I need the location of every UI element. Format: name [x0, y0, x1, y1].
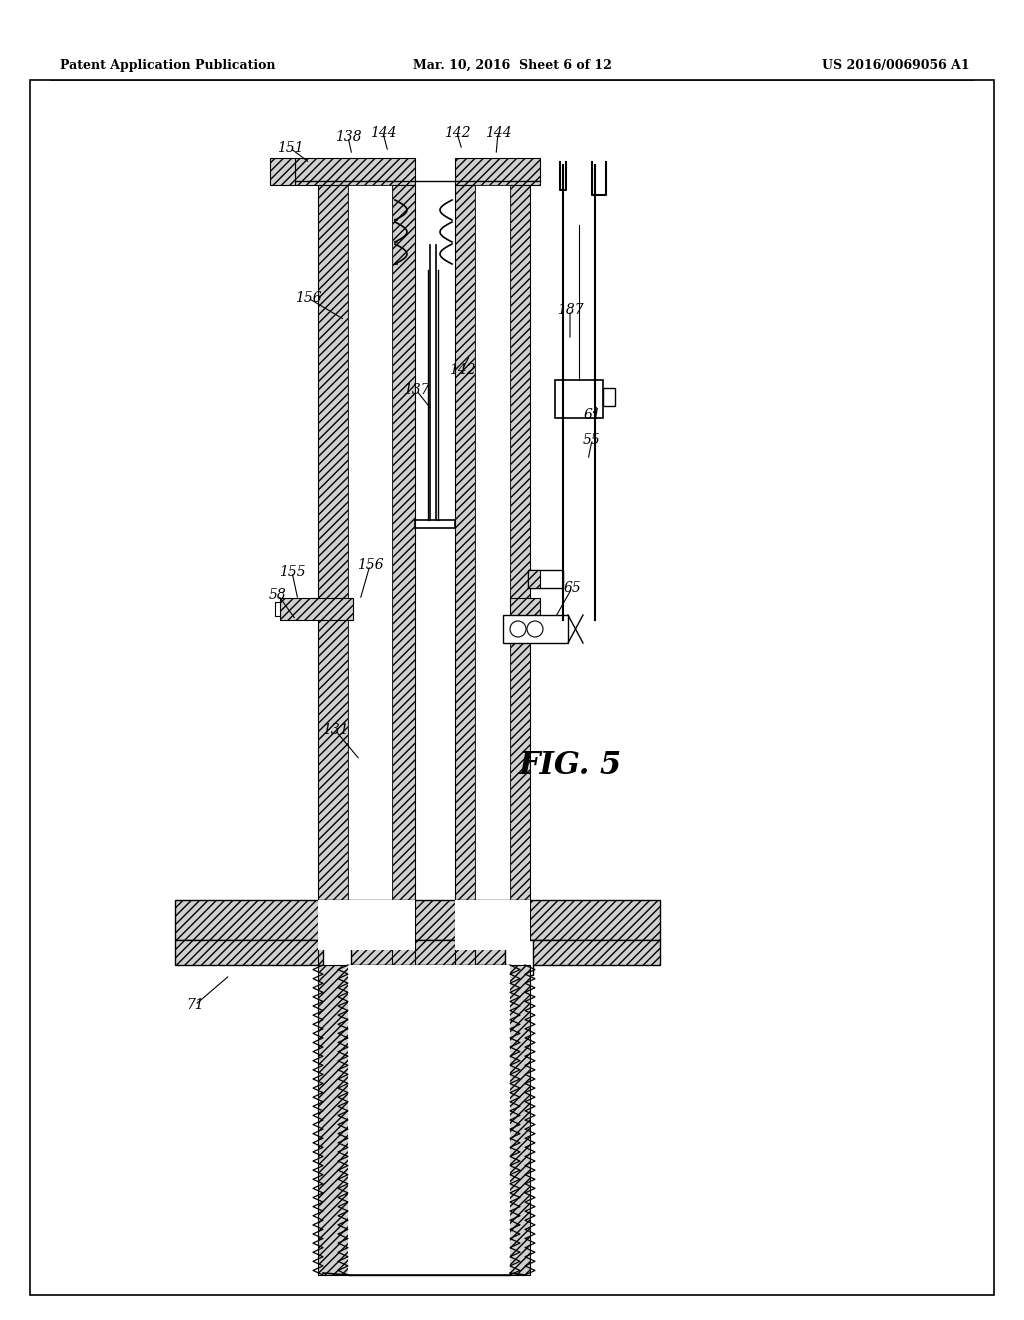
Text: 137: 137: [402, 383, 429, 397]
Bar: [528, 570, 540, 587]
Bar: [280, 598, 353, 620]
Bar: [275, 602, 280, 616]
Text: FIG. 5: FIG. 5: [518, 750, 622, 780]
Bar: [295, 158, 415, 185]
Text: Patent Application Publication: Patent Application Publication: [60, 58, 275, 71]
Text: 65: 65: [563, 581, 581, 595]
Text: 61: 61: [583, 408, 601, 422]
Bar: [175, 940, 660, 965]
Text: 144: 144: [370, 125, 396, 140]
Text: 131: 131: [322, 723, 348, 737]
Bar: [348, 965, 510, 1275]
Bar: [323, 940, 351, 975]
Bar: [455, 900, 475, 965]
Bar: [318, 900, 415, 950]
Text: 142: 142: [443, 125, 470, 140]
Bar: [455, 900, 530, 950]
Bar: [603, 388, 615, 407]
Bar: [555, 380, 603, 418]
Bar: [505, 965, 530, 1275]
Text: 55: 55: [583, 433, 601, 447]
Bar: [392, 185, 415, 900]
Bar: [348, 965, 510, 1275]
Bar: [455, 158, 540, 185]
Text: 144: 144: [484, 125, 511, 140]
Text: 58: 58: [269, 587, 287, 602]
Bar: [318, 965, 353, 1275]
Bar: [510, 598, 540, 620]
Bar: [510, 185, 530, 900]
Text: 151: 151: [276, 141, 303, 154]
Text: 155: 155: [279, 565, 305, 579]
Bar: [270, 158, 295, 185]
Bar: [175, 900, 660, 940]
Bar: [318, 900, 348, 965]
Bar: [455, 185, 475, 900]
Text: 156: 156: [356, 558, 383, 572]
Bar: [505, 940, 534, 975]
Bar: [510, 900, 530, 965]
Bar: [392, 900, 415, 965]
Text: 71: 71: [186, 998, 204, 1012]
Text: 142: 142: [449, 363, 475, 378]
Bar: [318, 185, 348, 900]
Text: US 2016/0069056 A1: US 2016/0069056 A1: [822, 58, 970, 71]
Text: Mar. 10, 2016  Sheet 6 of 12: Mar. 10, 2016 Sheet 6 of 12: [413, 58, 611, 71]
Bar: [348, 185, 392, 900]
Bar: [475, 185, 510, 900]
Bar: [503, 615, 568, 643]
Text: 156: 156: [295, 290, 322, 305]
Text: 138: 138: [335, 129, 361, 144]
Bar: [528, 570, 563, 587]
Text: 187: 187: [557, 304, 584, 317]
